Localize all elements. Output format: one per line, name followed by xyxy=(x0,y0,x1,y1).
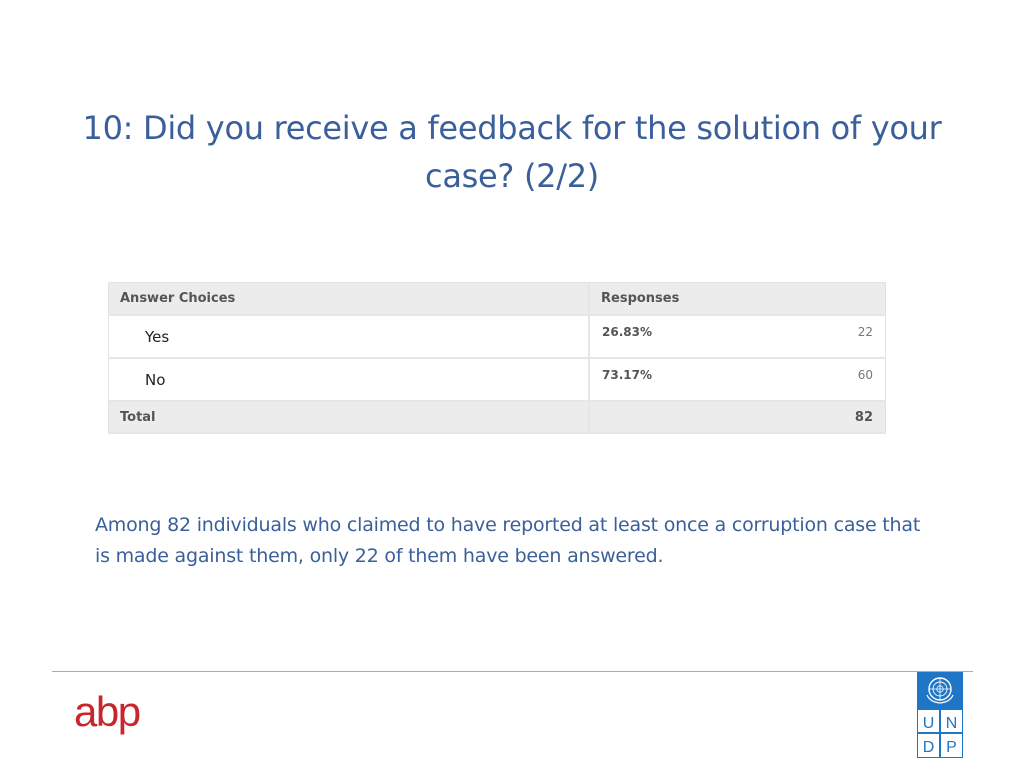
table-row: Yes 26.83% 22 xyxy=(108,315,886,359)
choice-label: Yes xyxy=(108,315,590,359)
abp-logo: abp xyxy=(74,688,141,735)
response-cell: 26.83% 22 xyxy=(589,315,886,359)
undp-cell-n xyxy=(941,710,962,732)
undp-logo: U N D P xyxy=(917,672,963,758)
total-value: 82 xyxy=(589,401,886,434)
choice-label: No xyxy=(108,358,590,402)
summary-text: Among 82 individuals who claimed to have… xyxy=(95,514,921,567)
response-count: 60 xyxy=(857,368,873,382)
responses-header: Responses xyxy=(589,282,886,316)
response-percent: 73.17% xyxy=(602,368,652,382)
undp-letter: U xyxy=(923,715,935,732)
response-cell: 73.17% 60 xyxy=(589,358,886,402)
answer-choices-header: Answer Choices xyxy=(108,282,590,316)
response-count: 22 xyxy=(857,325,873,339)
un-emblem-icon xyxy=(926,677,954,704)
total-row: Total 82 xyxy=(108,401,886,434)
slide-title: 10: Did you receive a feedback for the s… xyxy=(82,109,942,195)
undp-cell-d xyxy=(918,734,939,757)
table-header-row: Answer Choices Responses xyxy=(108,282,886,316)
undp-letter: P xyxy=(946,739,957,756)
undp-cell-p xyxy=(941,734,962,757)
undp-cell-u xyxy=(918,710,939,732)
total-label: Total xyxy=(108,401,590,434)
undp-letter: D xyxy=(923,739,935,756)
table-row: No 73.17% 60 xyxy=(108,358,886,402)
results-table: Answer Choices Responses Yes 26.83% 22 N… xyxy=(108,282,886,434)
footer-divider xyxy=(52,671,973,672)
response-percent: 26.83% xyxy=(602,325,652,339)
undp-letter: N xyxy=(946,715,958,732)
